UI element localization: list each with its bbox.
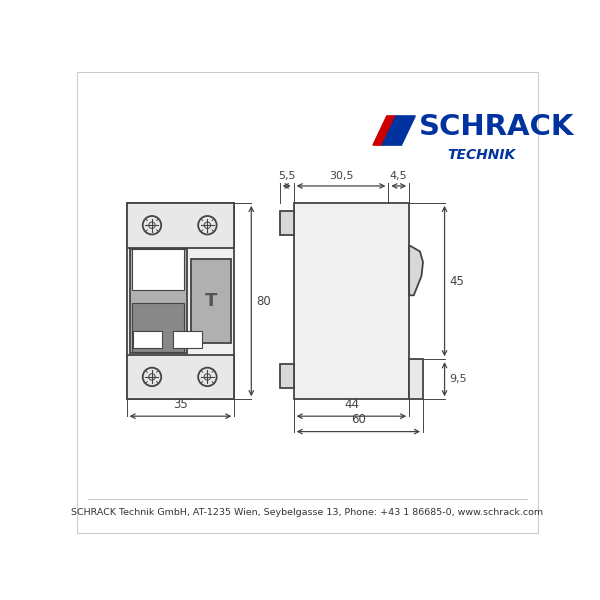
Bar — [133, 331, 162, 349]
Text: 44: 44 — [344, 398, 359, 411]
Polygon shape — [409, 245, 423, 295]
Bar — [280, 211, 293, 235]
Bar — [293, 203, 409, 399]
Text: 60: 60 — [351, 413, 366, 426]
Bar — [127, 203, 235, 399]
Text: 35: 35 — [173, 398, 188, 411]
Text: 4,5: 4,5 — [390, 170, 407, 181]
Bar — [409, 359, 423, 399]
Text: TECHNIK: TECHNIK — [447, 148, 515, 162]
Polygon shape — [382, 116, 415, 145]
Text: T: T — [205, 292, 217, 310]
Text: 5,5: 5,5 — [278, 170, 295, 181]
Bar — [191, 259, 231, 343]
Bar — [132, 249, 184, 290]
Bar — [127, 203, 235, 248]
Bar — [130, 249, 187, 353]
Bar — [127, 355, 235, 399]
Bar — [173, 331, 202, 349]
Text: 80: 80 — [256, 295, 271, 308]
Bar — [280, 364, 293, 388]
Text: 9,5: 9,5 — [449, 374, 467, 384]
Polygon shape — [373, 116, 396, 145]
Text: 30,5: 30,5 — [329, 170, 353, 181]
Text: SCHRACK: SCHRACK — [419, 113, 575, 140]
Bar — [132, 304, 184, 352]
Text: 45: 45 — [449, 275, 464, 287]
Text: SCHRACK Technik GmbH, AT-1235 Wien, Seybelgasse 13, Phone: +43 1 86685-0, www.sc: SCHRACK Technik GmbH, AT-1235 Wien, Seyb… — [71, 508, 544, 517]
